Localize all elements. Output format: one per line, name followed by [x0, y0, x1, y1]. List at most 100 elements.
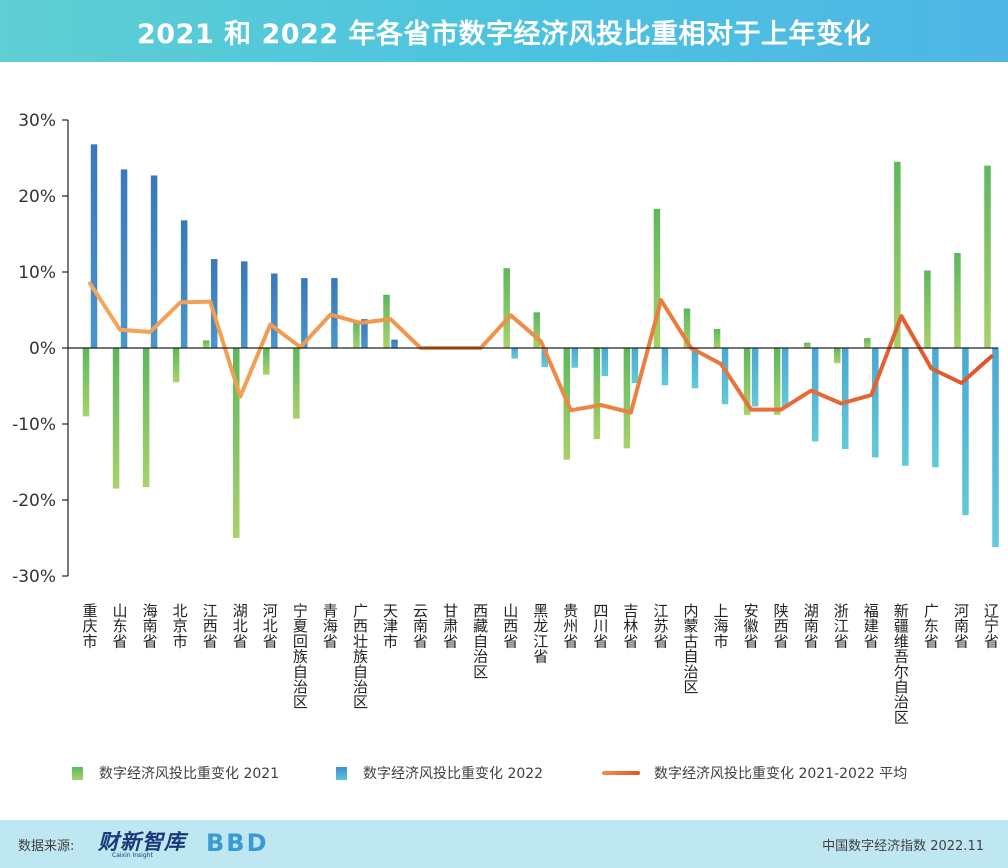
y-tick-label: 10% — [18, 263, 56, 283]
bar-2021 — [653, 208, 661, 348]
bar-2022 — [902, 348, 909, 466]
bar-2022 — [631, 348, 639, 383]
x-tick-label: 黑龙江省 — [533, 602, 548, 666]
bar-2021 — [924, 270, 931, 348]
bar-2022 — [751, 348, 759, 407]
y-tick-label: -20% — [12, 491, 56, 511]
bar-2021 — [864, 338, 871, 348]
bar-2022 — [571, 348, 579, 368]
legend: 数字经济风投比重变化 2021 数字经济风投比重变化 2022 数字经济风投比重… — [0, 758, 1008, 788]
bar-2022 — [271, 273, 278, 348]
x-tick-label: 江西省 — [203, 602, 218, 650]
x-tick-label: 海南省 — [143, 602, 158, 650]
bar-2021 — [984, 165, 991, 348]
legend-item-average: 数字经济风投比重变化 2021-2022 平均 — [602, 758, 907, 788]
x-tick-label: 内蒙古自治区 — [683, 602, 698, 696]
caixin-logo-subtext: Caixin Insight — [112, 852, 153, 859]
y-axis: 30% 20% 10% 0% -10% -20% -30% — [12, 111, 69, 587]
bar-2022 — [992, 348, 999, 548]
y-tick-label: -10% — [12, 415, 56, 435]
bar-2021 — [112, 348, 120, 489]
bar-2022 — [932, 348, 939, 468]
chart-title: 2021 和 2022 年各省市数字经济风投比重相对于上年变化 — [137, 18, 871, 50]
chart-plot: 30%20%10%0%-10%-20%-30% 重庆市山东省海南省北京市江西省湖… — [12, 111, 999, 726]
legend-label-2021: 数字经济风投比重变化 2021 — [99, 766, 280, 782]
x-axis-labels: 重庆市 山东省海南省北京市江西省湖北省河北省宁夏回族自治区青海省广西壮族自治区天津… — [82, 602, 999, 726]
x-tick-label: 广西壮族自治区 — [353, 602, 368, 711]
bar-2021 — [623, 348, 631, 449]
bar-2022 — [601, 348, 609, 377]
x-tick-label: 江苏省 — [653, 602, 668, 650]
x-tick-label: 河北省 — [263, 602, 278, 650]
x-tick-label: 陕西省 — [774, 602, 789, 650]
bar-2021 — [954, 253, 961, 348]
x-tick-label: 河南省 — [954, 602, 969, 650]
x-tick-label: 青海省 — [323, 602, 338, 650]
bar-2022 — [842, 348, 849, 450]
bar-2022 — [661, 348, 669, 386]
legend-swatch-average — [602, 771, 640, 775]
bar-2021 — [894, 161, 901, 348]
bar-2022 — [210, 259, 218, 348]
x-tick-label: 安徽省 — [744, 602, 759, 650]
title-bar: 2021 和 2022 年各省市数字经济风投比重相对于上年变化 — [0, 0, 1008, 62]
y-tick-label: -30% — [12, 567, 56, 587]
bar-2022 — [391, 339, 398, 348]
bar-2021 — [713, 329, 721, 348]
x-tick-label: 重庆市 — [82, 602, 97, 650]
x-tick-label: 四川省 — [593, 602, 608, 650]
legend-item-2021: 数字经济风投比重变化 2021 — [72, 758, 279, 788]
legend-swatch-2022 — [336, 766, 347, 780]
caixin-logo-text: 财新智库 — [98, 830, 186, 854]
legend-label-average: 数字经济风投比重变化 2021-2022 平均 — [654, 766, 908, 782]
bar-2021 — [503, 268, 510, 348]
bar-2022 — [962, 348, 969, 516]
x-tick-label: 湖北省 — [233, 602, 248, 650]
bar-2022 — [541, 348, 548, 367]
y-tick-label: 30% — [18, 111, 56, 131]
bar-2022 — [180, 220, 188, 348]
x-tick-label: 北京市 — [173, 602, 188, 650]
bar-2021 — [593, 348, 601, 440]
x-tick-label: 上海市 — [714, 602, 729, 650]
bar-2022 — [872, 348, 879, 458]
caixin-logo: 财新智库 Caixin Insight — [98, 826, 188, 862]
source-label: 数据来源: — [18, 839, 75, 854]
x-tick-label: 湖南省 — [804, 602, 819, 650]
index-label: 中国数字经济指数 2022.11 — [822, 839, 984, 854]
x-tick-label: 福建省 — [864, 602, 879, 650]
average-line — [88, 281, 994, 415]
y-tick-label: 20% — [18, 187, 56, 207]
bar-2022 — [811, 348, 819, 442]
bar-2021 — [263, 348, 270, 375]
bar-2022 — [150, 175, 158, 348]
x-tick-label: 云南省 — [413, 602, 428, 650]
bar-2022 — [301, 278, 308, 348]
bar-2021 — [233, 348, 240, 538]
bar-2021 — [293, 348, 300, 419]
bar-2022 — [361, 319, 368, 348]
bar-2022 — [781, 348, 789, 408]
x-tick-label: 山东省 — [113, 602, 128, 650]
bar-2021 — [202, 340, 210, 348]
average-line-group — [88, 281, 994, 415]
bar-2021 — [172, 348, 180, 383]
bar-2022 — [511, 348, 518, 359]
bar-2021 — [683, 308, 691, 348]
bar-2021 — [533, 312, 540, 348]
x-tick-label: 辽宁省 — [984, 602, 999, 650]
bar-2022 — [90, 144, 98, 348]
bar-2022 — [331, 278, 338, 348]
bar-2022 — [120, 169, 128, 348]
legend-item-2022: 数字经济风投比重变化 2022 — [336, 758, 543, 788]
bar-2021 — [834, 348, 841, 364]
x-tick-label: 浙江省 — [834, 602, 849, 650]
bbd-logo: BBD — [206, 829, 269, 857]
bar-2021 — [803, 342, 811, 348]
bar-2021 — [773, 348, 781, 415]
x-tick-label: 新疆维吾尔自治区 — [894, 602, 909, 726]
bar-2022 — [721, 348, 729, 405]
bar-2022 — [691, 348, 699, 389]
y-tick-label: 0% — [29, 339, 56, 359]
x-tick-label: 贵州省 — [563, 602, 578, 650]
